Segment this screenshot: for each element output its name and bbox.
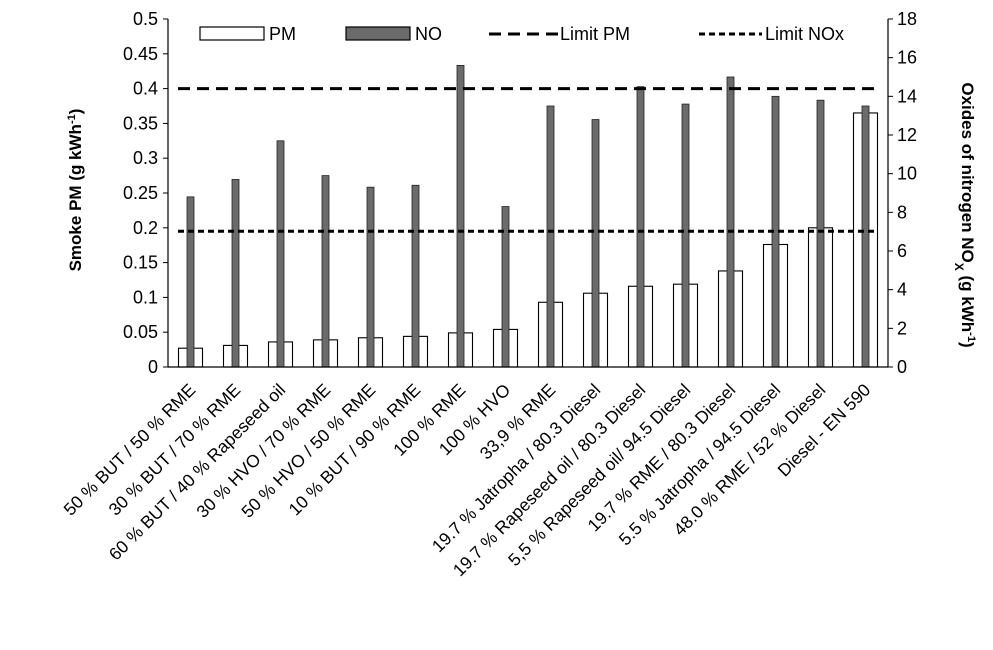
y-tick-label: 0.15 <box>123 253 158 273</box>
y-tick-label: 0.3 <box>133 148 158 168</box>
y-axis-title: Smoke PM (g kWh-1) <box>66 109 85 272</box>
y2-tick-label: 4 <box>897 280 907 300</box>
bar-no <box>366 186 375 368</box>
y2-tick-label: 16 <box>897 48 917 68</box>
legend-label-limit-pm: Limit PM <box>560 24 630 44</box>
right-axis-ticks: 0 2 4 6 8 10 12 14 16 18 <box>888 9 917 377</box>
x-tick-label: 60 % BUT / 40 % Rapeseed oil <box>105 380 290 565</box>
y-tick-label: 0.2 <box>133 218 158 238</box>
bars <box>177 65 879 368</box>
legend-label-no: NO <box>415 24 442 44</box>
bar-no <box>321 175 330 368</box>
bar-no <box>276 140 285 368</box>
y2-tick-label: 0 <box>897 357 907 377</box>
bar-no <box>456 65 465 368</box>
y-tick-label: 0.45 <box>123 44 158 64</box>
bar-no <box>411 184 420 368</box>
bar-no <box>816 99 825 368</box>
legend-swatch-no <box>345 26 411 41</box>
bar-no <box>231 179 240 368</box>
y2-axis-title: Oxides of nitrogen NOX (g kWh-1) <box>952 82 977 347</box>
y2-tick-label: 12 <box>897 125 917 145</box>
y2-tick-label: 2 <box>897 318 907 338</box>
y-tick-label: 0.05 <box>123 322 158 342</box>
left-axis-ticks: 0 0.05 0.1 0.15 0.2 0.25 0.3 0.35 0.4 0.45 0.5 <box>123 9 168 377</box>
y-tick-label: 0.35 <box>123 113 158 133</box>
bar-no <box>591 119 600 368</box>
bar-no <box>546 105 555 368</box>
bar-no <box>681 103 690 368</box>
limit-lines <box>178 87 876 233</box>
legend-swatch-pm <box>199 26 265 41</box>
y2-tick-label: 14 <box>897 86 917 106</box>
y2-tick-label: 18 <box>897 9 917 29</box>
y-tick-label: 0.25 <box>123 183 158 203</box>
y-tick-label: 0.4 <box>133 79 158 99</box>
y-tick-label: 0 <box>148 357 158 377</box>
legend-label-pm: PM <box>269 24 296 44</box>
bar-no <box>636 86 645 368</box>
bar-no <box>861 105 870 368</box>
y2-tick-label: 8 <box>897 202 907 222</box>
bar-no <box>186 196 195 368</box>
y2-tick-label: 6 <box>897 241 907 261</box>
axes <box>167 19 889 368</box>
legend: PM NO Limit PM Limit NOx <box>199 24 844 44</box>
bar-no <box>726 76 735 368</box>
legend-label-limit-nox: Limit NOx <box>765 24 844 44</box>
y-tick-label: 0.5 <box>133 9 158 29</box>
y-tick-label: 0.1 <box>133 287 158 307</box>
y2-tick-label: 10 <box>897 164 917 184</box>
